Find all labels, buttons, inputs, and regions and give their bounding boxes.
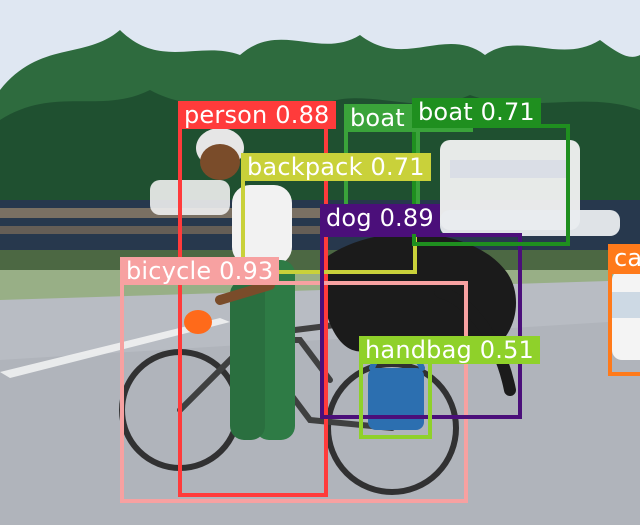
car-label: car: [608, 244, 640, 274]
bicycle-box: [120, 281, 468, 503]
handbag-box: [359, 359, 432, 439]
dog-label: dog 0.89: [320, 204, 440, 234]
dog-box: [320, 233, 522, 419]
handbag-label: handbag 0.51: [359, 336, 541, 364]
boat-label-2: boat 0.71: [412, 98, 541, 128]
person-label: person 0.88: [178, 101, 336, 129]
backpack-label: backpack 0.71: [241, 153, 431, 181]
bicycle-label: bicycle 0.93: [120, 257, 280, 285]
